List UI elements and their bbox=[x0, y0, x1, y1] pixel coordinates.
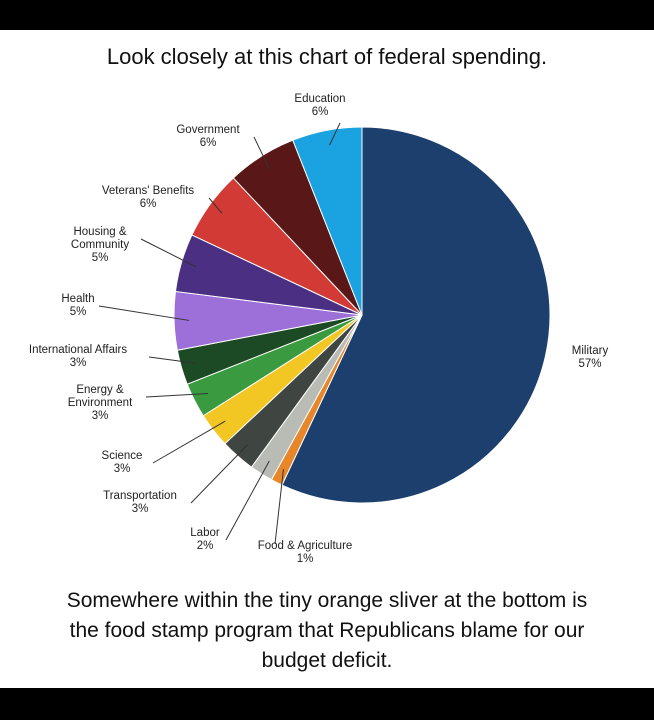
leader-line bbox=[253, 136, 270, 170]
category-label: Transportation bbox=[103, 490, 177, 502]
value-label: 5% bbox=[91, 252, 109, 264]
category-label: Military bbox=[571, 345, 609, 357]
leader-line bbox=[145, 393, 208, 398]
slice-label: Military 57% bbox=[560, 345, 620, 371]
pie-slice bbox=[281, 126, 551, 504]
leader-line bbox=[274, 469, 284, 545]
category-label: Housing & Community bbox=[70, 226, 130, 251]
category-label: Labor bbox=[190, 527, 220, 539]
category-label: Government bbox=[176, 124, 240, 136]
slice-label: Government 6% bbox=[158, 124, 258, 150]
value-label: 1% bbox=[296, 553, 314, 565]
slice-label: Veterans' Benefits 6% bbox=[83, 185, 213, 211]
slice-label: Transportation 3% bbox=[85, 490, 195, 516]
value-label: 57% bbox=[578, 358, 602, 370]
top-bar bbox=[0, 0, 654, 30]
category-label: Education bbox=[294, 93, 346, 105]
value-label: 3% bbox=[69, 357, 87, 369]
slice-label: Food & Agriculture 1% bbox=[240, 540, 370, 566]
slice-label: Science 3% bbox=[87, 450, 157, 476]
leader-line bbox=[98, 305, 190, 321]
category-label: Food & Agriculture bbox=[257, 540, 353, 552]
bottom-bar bbox=[0, 688, 654, 720]
slice-label: Labor 2% bbox=[180, 527, 230, 553]
slice-label: International Affairs 3% bbox=[3, 344, 153, 370]
chart-title: Look closely at this chart of federal sp… bbox=[106, 44, 548, 69]
slice-label: Health 5% bbox=[53, 293, 103, 319]
category-label: Energy & Environment bbox=[67, 384, 133, 409]
value-label: 3% bbox=[91, 410, 109, 422]
category-label: Science bbox=[101, 450, 143, 462]
value-label: 3% bbox=[113, 463, 131, 475]
category-label: International Affairs bbox=[28, 344, 128, 356]
leader-line bbox=[225, 460, 270, 541]
value-label: 3% bbox=[131, 503, 149, 515]
category-label: Veterans' Benefits bbox=[101, 185, 195, 197]
category-label: Health bbox=[61, 293, 95, 305]
leader-line bbox=[329, 122, 341, 146]
value-label: 6% bbox=[311, 106, 329, 118]
leader-line bbox=[190, 444, 248, 504]
leader-line bbox=[208, 197, 223, 214]
leader-line bbox=[152, 420, 226, 464]
value-label: 6% bbox=[139, 198, 157, 210]
caption: Somewhere within the tiny orange sliver … bbox=[66, 589, 588, 672]
leader-line bbox=[140, 238, 197, 268]
value-label: 6% bbox=[199, 137, 217, 149]
leader-line bbox=[148, 356, 196, 364]
value-label: 2% bbox=[196, 540, 214, 552]
pie-slice bbox=[292, 126, 363, 316]
slice-label: Housing & Community 5% bbox=[55, 226, 145, 265]
slice-label: Energy & Environment 3% bbox=[50, 384, 150, 423]
value-label: 5% bbox=[69, 306, 87, 318]
slice-label: Education 6% bbox=[280, 93, 360, 119]
